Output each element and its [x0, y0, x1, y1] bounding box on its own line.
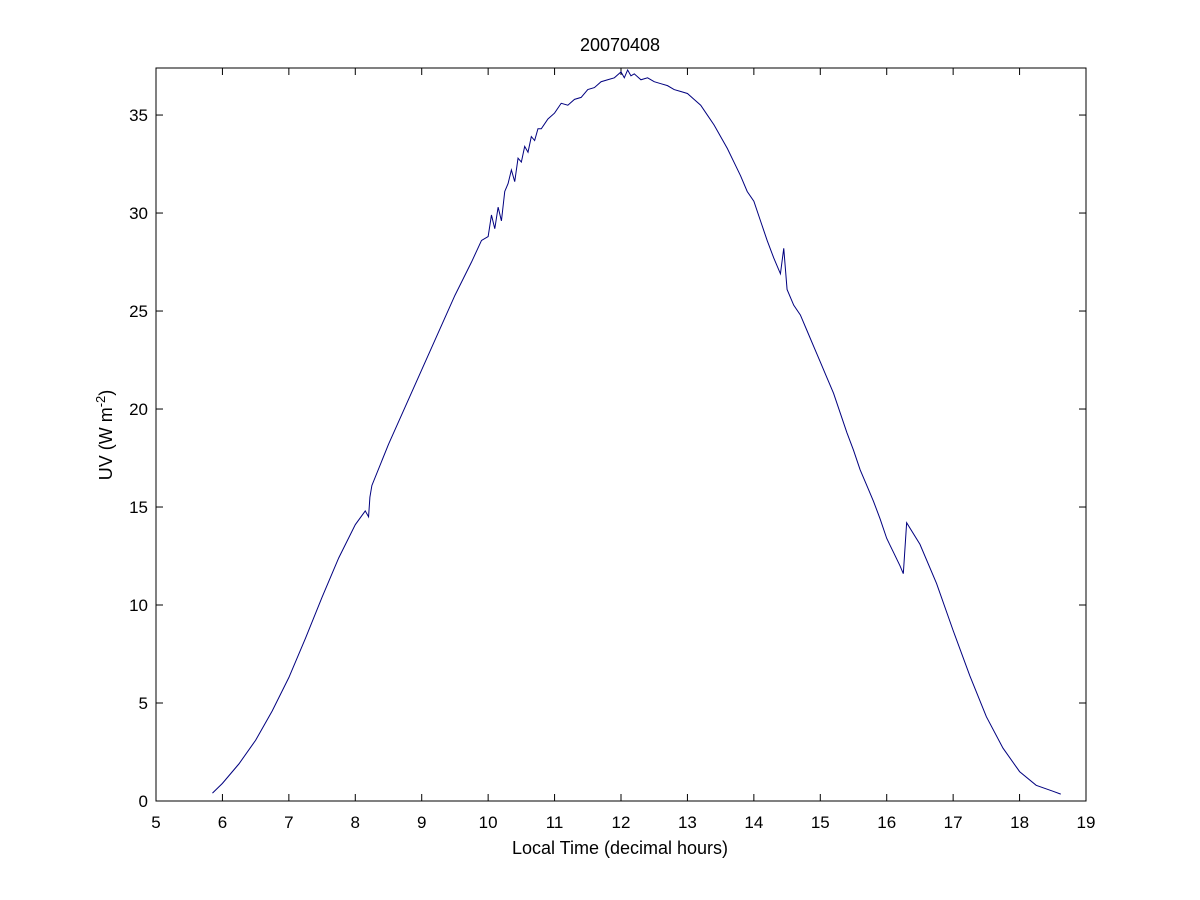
x-tick-label: 13 — [678, 813, 697, 832]
y-tick-label: 35 — [129, 106, 148, 125]
x-tick-label: 9 — [417, 813, 426, 832]
x-tick-label: 15 — [811, 813, 830, 832]
x-tick-label: 6 — [218, 813, 227, 832]
x-tick-label: 18 — [1010, 813, 1029, 832]
x-axis-title: Local Time (decimal hours) — [512, 838, 728, 858]
x-tick-label: 14 — [744, 813, 763, 832]
y-axis-title: UV (W m-2) — [93, 390, 117, 481]
x-tick-label: 12 — [612, 813, 631, 832]
y-tick-label: 30 — [129, 204, 148, 223]
x-tick-label: 8 — [351, 813, 360, 832]
x-tick-label: 5 — [151, 813, 160, 832]
y-tick-label: 10 — [129, 596, 148, 615]
y-tick-label: 5 — [139, 694, 148, 713]
y-axis-title-exponent: -2 — [93, 396, 108, 408]
chart-title: 20070408 — [580, 35, 660, 55]
y-axis-title-suffix: ) — [96, 390, 116, 396]
uv-series-line — [212, 68, 1061, 795]
plot-area — [155, 67, 1087, 802]
y-axis-ticks: 0 5 10 15 20 25 30 35 — [129, 106, 1086, 811]
x-tick-label: 19 — [1077, 813, 1096, 832]
x-tick-label: 7 — [284, 813, 293, 832]
x-axis-ticks: 5 6 7 8 9 10 11 12 13 14 15 16 17 18 19 — [151, 68, 1095, 832]
x-tick-label: 11 — [546, 813, 564, 832]
x-tick-label: 17 — [944, 813, 963, 832]
y-tick-label: 15 — [129, 498, 148, 517]
x-tick-label: 10 — [479, 813, 498, 832]
x-tick-label: 16 — [877, 813, 896, 832]
y-tick-label: 20 — [129, 400, 148, 419]
y-axis-title-prefix: UV (W m — [96, 407, 116, 480]
y-tick-label: 25 — [129, 302, 148, 321]
y-tick-label: 0 — [139, 792, 148, 811]
